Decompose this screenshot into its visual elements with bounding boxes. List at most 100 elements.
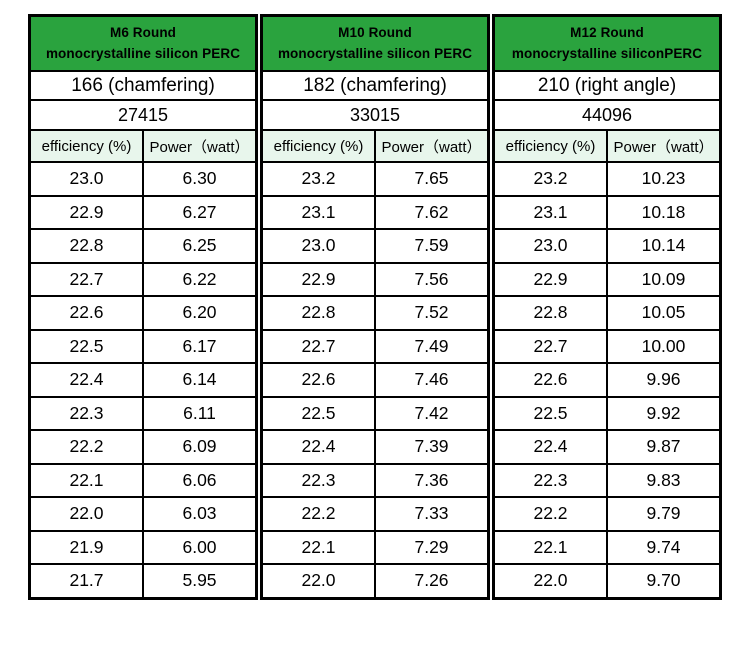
col-header-efficiency: efficiency (%) (260, 129, 376, 163)
table-row: 22.6 6.20 (28, 295, 258, 331)
power-cell: 10.14 (606, 228, 722, 264)
table-row: 22.5 7.42 (260, 395, 490, 431)
table-row: 23.0 10.14 (492, 228, 722, 264)
power-cell: 6.06 (142, 462, 258, 498)
power-cell: 6.09 (142, 429, 258, 465)
power-cell: 9.74 (606, 529, 722, 565)
power-cell: 9.92 (606, 395, 722, 431)
table-row: 23.2 7.65 (260, 161, 490, 197)
data-rows-m6: 23.0 6.30 22.9 6.27 22.8 6.25 22.7 6.22 22.6 6.20… (28, 161, 258, 599)
group-value-m6: 27415 (28, 99, 258, 131)
power-cell: 6.22 (142, 261, 258, 297)
efficiency-cell: 22.0 (492, 563, 608, 599)
efficiency-cell: 22.5 (492, 395, 608, 431)
table-row: 22.7 7.49 (260, 328, 490, 364)
power-cell: 10.00 (606, 328, 722, 364)
spec-tables-container: M6 Round monocrystalline silicon PERC 16… (28, 14, 722, 600)
power-cell: 10.18 (606, 194, 722, 230)
table-row: 22.4 9.87 (492, 429, 722, 465)
efficiency-cell: 22.3 (492, 462, 608, 498)
spec-table-m12: M12 Round monocrystalline siliconPERC 21… (492, 14, 722, 600)
efficiency-cell: 22.6 (28, 295, 144, 331)
table-row: 22.8 6.25 (28, 228, 258, 264)
power-cell: 9.87 (606, 429, 722, 465)
power-cell: 9.79 (606, 496, 722, 532)
data-rows-m10: 23.2 7.65 23.1 7.62 23.0 7.59 22.9 7.56 22.8 7.52… (260, 161, 490, 599)
power-cell: 7.26 (374, 563, 490, 599)
table-row: 22.4 7.39 (260, 429, 490, 465)
table-row: 22.5 6.17 (28, 328, 258, 364)
power-cell: 6.11 (142, 395, 258, 431)
table-row: 22.8 10.05 (492, 295, 722, 331)
data-rows-m12: 23.2 10.23 23.1 10.18 23.0 10.14 22.9 10.09 22.8… (492, 161, 722, 599)
efficiency-cell: 23.2 (492, 161, 608, 197)
group-value-m12: 44096 (492, 99, 722, 131)
efficiency-cell: 22.5 (28, 328, 144, 364)
efficiency-cell: 22.9 (492, 261, 608, 297)
table-row: 22.9 10.09 (492, 261, 722, 297)
table-row: 23.1 10.18 (492, 194, 722, 230)
power-cell: 6.03 (142, 496, 258, 532)
group-title-line2: monocrystalline silicon PERC (45, 45, 241, 61)
col-header-power: Power（watt） (142, 129, 258, 163)
power-cell: 5.95 (142, 563, 258, 599)
table-row: 22.1 6.06 (28, 462, 258, 498)
efficiency-cell: 22.2 (492, 496, 608, 532)
table-row: 22.0 7.26 (260, 563, 490, 599)
table-row: 22.9 7.56 (260, 261, 490, 297)
efficiency-cell: 22.3 (260, 462, 376, 498)
efficiency-cell: 23.2 (260, 161, 376, 197)
efficiency-cell: 23.0 (260, 228, 376, 264)
power-cell: 9.70 (606, 563, 722, 599)
efficiency-cell: 22.1 (28, 462, 144, 498)
efficiency-cell: 22.8 (492, 295, 608, 331)
col-header-power: Power（watt） (374, 129, 490, 163)
efficiency-cell: 22.0 (28, 496, 144, 532)
group-title-line2: monocrystalline siliconPERC (511, 45, 703, 61)
group-header-m6: M6 Round monocrystalline silicon PERC (28, 14, 258, 72)
power-cell: 6.20 (142, 295, 258, 331)
table-row: 22.2 9.79 (492, 496, 722, 532)
power-cell: 6.14 (142, 362, 258, 398)
power-cell: 7.33 (374, 496, 490, 532)
table-row: 22.3 7.36 (260, 462, 490, 498)
table-row: 23.1 7.62 (260, 194, 490, 230)
power-cell: 7.62 (374, 194, 490, 230)
efficiency-cell: 22.4 (260, 429, 376, 465)
col-header-power: Power（watt） (606, 129, 722, 163)
group-title-line1: M10 Round (338, 25, 412, 41)
power-cell: 6.27 (142, 194, 258, 230)
wafer-size-m6: 166 (chamfering) (28, 70, 258, 101)
efficiency-cell: 22.7 (260, 328, 376, 364)
table-row: 22.3 9.83 (492, 462, 722, 498)
table-row: 22.1 7.29 (260, 529, 490, 565)
power-cell: 7.59 (374, 228, 490, 264)
group-header-m10: M10 Round monocrystalline silicon PERC (260, 14, 490, 72)
power-cell: 10.05 (606, 295, 722, 331)
table-row: 23.0 6.30 (28, 161, 258, 197)
efficiency-cell: 22.7 (28, 261, 144, 297)
table-row: 22.6 9.96 (492, 362, 722, 398)
table-row: 22.9 6.27 (28, 194, 258, 230)
power-cell: 7.49 (374, 328, 490, 364)
table-row: 21.9 6.00 (28, 529, 258, 565)
efficiency-cell: 22.0 (260, 563, 376, 599)
power-cell: 7.36 (374, 462, 490, 498)
power-cell: 7.56 (374, 261, 490, 297)
efficiency-cell: 21.7 (28, 563, 144, 599)
power-cell: 6.25 (142, 228, 258, 264)
table-row: 22.4 6.14 (28, 362, 258, 398)
table-row: 22.0 6.03 (28, 496, 258, 532)
group-title-line2: monocrystalline silicon PERC (277, 45, 473, 61)
efficiency-cell: 22.1 (492, 529, 608, 565)
efficiency-cell: 22.1 (260, 529, 376, 565)
efficiency-cell: 22.9 (28, 194, 144, 230)
table-row: 22.3 6.11 (28, 395, 258, 431)
power-cell: 10.09 (606, 261, 722, 297)
efficiency-cell: 22.2 (28, 429, 144, 465)
group-header-m12: M12 Round monocrystalline siliconPERC (492, 14, 722, 72)
spec-table-m10: M10 Round monocrystalline silicon PERC 1… (260, 14, 490, 600)
col-header-efficiency: efficiency (%) (28, 129, 144, 163)
table-row: 22.6 7.46 (260, 362, 490, 398)
efficiency-cell: 22.4 (492, 429, 608, 465)
